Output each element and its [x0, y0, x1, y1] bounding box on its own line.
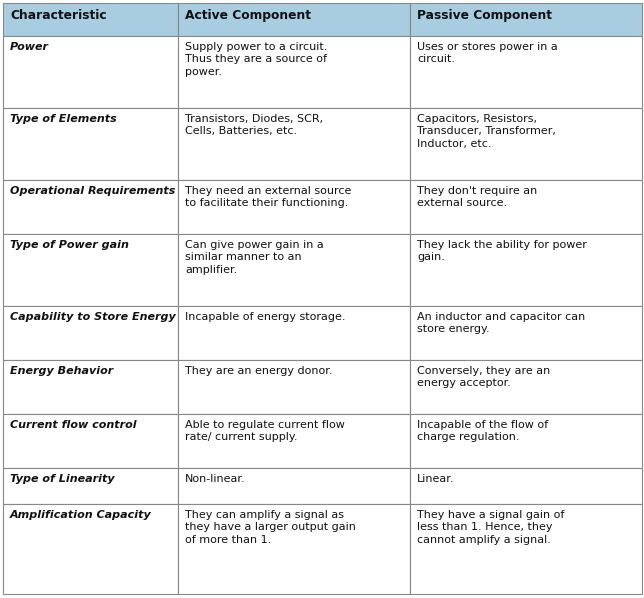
Bar: [410, 360, 642, 414]
Text: Characteristic: Characteristic: [10, 9, 107, 22]
Text: Active Component: Active Component: [185, 9, 311, 22]
Text: Can give power gain in a
similar manner to an
amplifier.: Can give power gain in a similar manner …: [185, 240, 324, 275]
Bar: [410, 36, 642, 108]
Text: Amplification Capacity: Amplification Capacity: [10, 510, 152, 520]
Bar: [178, 108, 410, 180]
Text: They are an energy donor.: They are an energy donor.: [185, 366, 332, 376]
Bar: [178, 234, 410, 306]
Text: Incapable of energy storage.: Incapable of energy storage.: [185, 312, 345, 322]
Bar: [178, 306, 410, 360]
Bar: [410, 3, 642, 36]
Bar: [3, 180, 178, 234]
Bar: [3, 504, 178, 594]
Bar: [410, 108, 642, 180]
Text: Conversely, they are an
energy acceptor.: Conversely, they are an energy acceptor.: [417, 366, 550, 388]
Text: Operational Requirements: Operational Requirements: [10, 186, 175, 196]
Bar: [178, 360, 410, 414]
Bar: [178, 414, 410, 468]
Text: Current flow control: Current flow control: [10, 420, 137, 430]
Bar: [178, 36, 410, 108]
Text: An inductor and capacitor can
store energy.: An inductor and capacitor can store ener…: [417, 312, 585, 334]
Text: Capacitors, Resistors,
Transducer, Transformer,
Inductor, etc.: Capacitors, Resistors, Transducer, Trans…: [417, 114, 556, 149]
Bar: [3, 3, 178, 36]
Bar: [3, 468, 178, 504]
Bar: [3, 234, 178, 306]
Text: They lack the ability for power
gain.: They lack the ability for power gain.: [417, 240, 587, 263]
Text: Incapable of the flow of
charge regulation.: Incapable of the flow of charge regulati…: [417, 420, 548, 443]
Text: They need an external source
to facilitate their functioning.: They need an external source to facilita…: [185, 186, 352, 208]
Text: They have a signal gain of
less than 1. Hence, they
cannot amplify a signal.: They have a signal gain of less than 1. …: [417, 510, 564, 545]
Bar: [3, 108, 178, 180]
Bar: [3, 306, 178, 360]
Bar: [178, 3, 410, 36]
Text: Energy Behavior: Energy Behavior: [10, 366, 113, 376]
Bar: [410, 468, 642, 504]
Text: Transistors, Diodes, SCR,
Cells, Batteries, etc.: Transistors, Diodes, SCR, Cells, Batteri…: [185, 114, 323, 136]
Text: Uses or stores power in a
circuit.: Uses or stores power in a circuit.: [417, 42, 558, 65]
Text: They can amplify a signal as
they have a larger output gain
of more than 1.: They can amplify a signal as they have a…: [185, 510, 356, 545]
Bar: [178, 468, 410, 504]
Text: Supply power to a circuit.
Thus they are a source of
power.: Supply power to a circuit. Thus they are…: [185, 42, 327, 77]
Bar: [410, 306, 642, 360]
Bar: [410, 234, 642, 306]
Text: Type of Linearity: Type of Linearity: [10, 474, 115, 484]
Bar: [410, 180, 642, 234]
Text: Power: Power: [10, 42, 49, 52]
Text: Non-linear.: Non-linear.: [185, 474, 245, 484]
Bar: [178, 180, 410, 234]
Bar: [3, 360, 178, 414]
Text: Type of Elements: Type of Elements: [10, 114, 117, 124]
Text: Able to regulate current flow
rate/ current supply.: Able to regulate current flow rate/ curr…: [185, 420, 345, 443]
Bar: [410, 504, 642, 594]
Bar: [3, 414, 178, 468]
Text: Capability to Store Energy: Capability to Store Energy: [10, 312, 176, 322]
Text: Linear.: Linear.: [417, 474, 455, 484]
Bar: [178, 504, 410, 594]
Text: Passive Component: Passive Component: [417, 9, 552, 22]
Text: Type of Power gain: Type of Power gain: [10, 240, 129, 250]
Bar: [410, 414, 642, 468]
Text: They don't require an
external source.: They don't require an external source.: [417, 186, 537, 208]
Bar: [3, 36, 178, 108]
